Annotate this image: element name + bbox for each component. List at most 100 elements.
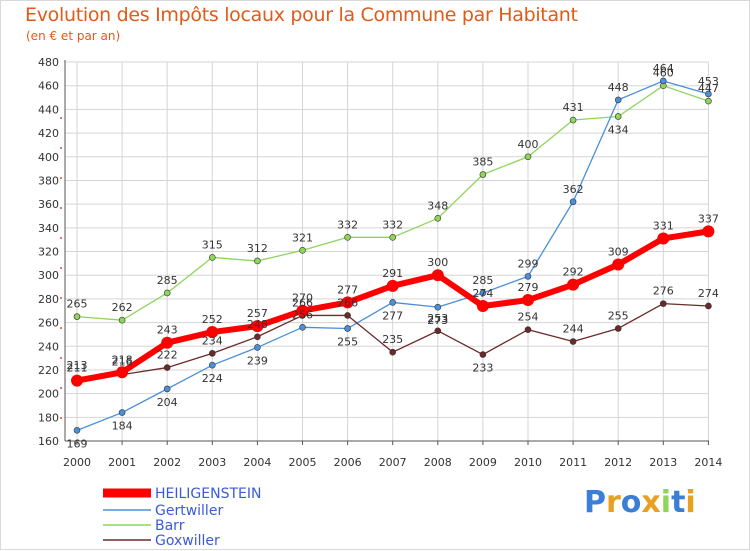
- y-tick-label: 200: [38, 388, 59, 401]
- y-tick-label: 360: [38, 198, 59, 211]
- logo-letter: i: [685, 485, 696, 520]
- series-layer: [71, 77, 715, 434]
- data-point: [163, 364, 171, 371]
- data-label: 434: [608, 123, 629, 136]
- data-label: 285: [472, 274, 493, 287]
- data-point: [479, 289, 487, 297]
- data-point: [344, 325, 351, 332]
- data-point: [431, 269, 444, 282]
- data-point: [344, 312, 351, 319]
- data-label: 169: [67, 437, 88, 450]
- series-heiligenstein: [71, 225, 715, 387]
- data-label: 385: [472, 156, 493, 169]
- data-point: [163, 385, 171, 393]
- x-tick-label: 2014: [694, 456, 722, 469]
- data-label: 233: [472, 362, 493, 375]
- data-label: 239: [247, 354, 268, 367]
- data-label: 321: [292, 231, 313, 244]
- data-label: 254: [518, 311, 539, 324]
- data-point: [524, 153, 532, 161]
- x-tick-label: 2000: [63, 456, 91, 469]
- axes: 160 180 200 220 240 260 280 300 320 340 360 380 400 4…: [38, 56, 722, 469]
- data-point: [434, 303, 442, 311]
- data-point: [524, 273, 532, 280]
- data-point: [612, 258, 625, 271]
- data-point: [657, 232, 670, 245]
- legend-label: Goxwiller: [155, 533, 220, 549]
- x-tick-label: 2002: [153, 456, 181, 469]
- data-label: 277: [337, 283, 358, 296]
- y-tick-label: 380: [38, 174, 59, 187]
- data-point: [524, 326, 532, 333]
- data-label: 362: [563, 183, 584, 196]
- data-label: 273: [427, 314, 448, 327]
- x-tick-label: 2013: [649, 456, 677, 469]
- data-point: [479, 171, 487, 178]
- data-point: [476, 299, 489, 312]
- data-point: [386, 279, 399, 292]
- data-label: 291: [382, 267, 403, 280]
- y-tick-label: 180: [38, 411, 59, 424]
- y-tick-label: 340: [38, 222, 59, 235]
- data-label: 277: [382, 309, 403, 322]
- data-label: 266: [292, 296, 313, 309]
- x-tick-label: 2006: [334, 456, 362, 469]
- data-label: 234: [202, 334, 223, 347]
- data-label: 464: [653, 62, 674, 75]
- data-point: [209, 254, 216, 261]
- data-point: [341, 296, 354, 309]
- x-tick-label: 2004: [243, 456, 271, 469]
- logo-letter: P: [584, 485, 606, 520]
- data-labels: 211 218 243 252 257 270 277 291 300 274 279 292 309 3…: [67, 62, 719, 450]
- data-label: 252: [202, 313, 223, 326]
- data-point: [389, 233, 397, 241]
- logo-letter: x: [641, 485, 661, 520]
- data-label: 460: [653, 67, 674, 80]
- data-label: 216: [112, 356, 133, 369]
- y-tick-label: 220: [38, 364, 59, 377]
- logo-letter: r: [606, 485, 621, 520]
- data-point: [206, 326, 219, 339]
- legend-label: Barr: [155, 518, 185, 534]
- data-label: 266: [337, 296, 358, 309]
- data-label: 244: [563, 323, 584, 336]
- data-point: [522, 294, 534, 307]
- data-point: [73, 427, 81, 434]
- data-point: [479, 351, 487, 358]
- data-point: [254, 344, 261, 351]
- data-label: 447: [698, 82, 719, 95]
- data-label: 257: [247, 307, 268, 320]
- x-tick-label: 2012: [604, 456, 632, 469]
- data-point: [296, 304, 309, 317]
- data-point: [434, 215, 442, 222]
- data-label: 292: [563, 266, 584, 279]
- data-point: [251, 320, 264, 333]
- data-point: [702, 225, 715, 238]
- data-label: 248: [247, 318, 268, 331]
- data-label: 255: [608, 309, 629, 322]
- data-label: 309: [608, 246, 629, 259]
- data-label: 213: [67, 359, 88, 372]
- data-point: [614, 325, 622, 332]
- y-tick-label: 300: [38, 269, 59, 282]
- y-tick-label: 320: [38, 246, 59, 259]
- data-label: 235: [382, 333, 403, 346]
- data-point: [569, 116, 577, 124]
- data-point: [659, 77, 667, 85]
- x-tick-label: 2005: [289, 456, 317, 469]
- data-label: 431: [563, 101, 584, 114]
- data-label: 299: [518, 257, 539, 270]
- series-barr: [73, 82, 712, 324]
- y-tick-label: 480: [38, 56, 59, 69]
- data-label: 262: [112, 301, 133, 314]
- data-point: [163, 289, 171, 297]
- y-tick-label: 260: [38, 317, 59, 330]
- legend-label: HEILIGENSTEIN: [155, 486, 261, 502]
- data-label: 315: [202, 238, 223, 251]
- series-goxwiller: [73, 300, 712, 382]
- x-tick-label: 2008: [424, 456, 452, 469]
- data-point: [254, 257, 261, 265]
- data-point: [161, 336, 174, 349]
- data-label: 337: [698, 212, 719, 225]
